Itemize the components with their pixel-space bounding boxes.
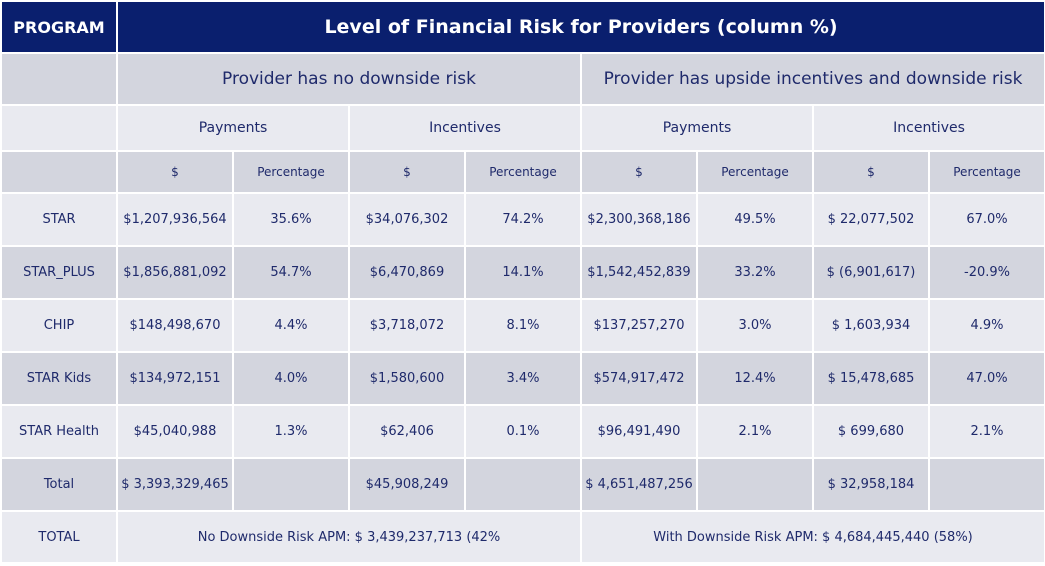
table-cell: 4.9% (930, 300, 1045, 351)
group-with-downside: Provider has upside incentives and downs… (582, 54, 1045, 104)
table-cell: $1,542,452,839 (582, 247, 696, 298)
table-cell: $ 4,651,487,256 (582, 459, 696, 510)
column-header: $ (118, 152, 232, 192)
subgroup-header: Payments (582, 106, 812, 150)
table-cell: $1,856,881,092 (118, 247, 232, 298)
table-row-total: TOTAL No Downside Risk APM: $ 3,439,237,… (2, 512, 1045, 562)
table-cell: $34,076,302 (350, 194, 464, 245)
table-cell: 2.1% (930, 406, 1045, 457)
table-cell: 2.1% (698, 406, 812, 457)
subgroup-header: Incentives (350, 106, 580, 150)
program-cell: STAR Kids (2, 353, 116, 404)
program-cell: Total (2, 459, 116, 510)
table-cell: 12.4% (698, 353, 812, 404)
table-cell: -20.9% (930, 247, 1045, 298)
table-cell: 47.0% (930, 353, 1045, 404)
table-cell: $ 3,393,329,465 (118, 459, 232, 510)
column-header: $ (350, 152, 464, 192)
table-cell: $ 22,077,502 (814, 194, 928, 245)
table-cell (466, 459, 580, 510)
table-cell: 35.6% (234, 194, 348, 245)
group-no-downside: Provider has no downside risk (118, 54, 580, 104)
program-header: PROGRAM (2, 2, 116, 52)
total-label: TOTAL (2, 512, 116, 562)
table-cell: 3.0% (698, 300, 812, 351)
table-row: STAR Kids $134,972,151 4.0% $1,580,600 3… (2, 353, 1045, 404)
table-cell: 1.3% (234, 406, 348, 457)
column-header: Percentage (466, 152, 580, 192)
table-row: CHIP $148,498,670 4.4% $3,718,072 8.1% $… (2, 300, 1045, 351)
column-header: Percentage (698, 152, 812, 192)
column-header: $ (814, 152, 928, 192)
subgroup-header: Payments (118, 106, 348, 150)
table-cell: $3,718,072 (350, 300, 464, 351)
table-row: STAR_PLUS $1,856,881,092 54.7% $6,470,86… (2, 247, 1045, 298)
table-cell (234, 459, 348, 510)
table-cell: 4.4% (234, 300, 348, 351)
table-cell: $ (6,901,617) (814, 247, 928, 298)
table-row: STAR $1,207,936,564 35.6% $34,076,302 74… (2, 194, 1045, 245)
empty-corner (2, 106, 116, 150)
table-row-subtotal: Total $ 3,393,329,465 $45,908,249 $ 4,65… (2, 459, 1045, 510)
table-cell: $96,491,490 (582, 406, 696, 457)
empty-corner (2, 54, 116, 104)
program-cell: STAR Health (2, 406, 116, 457)
table-cell: $1,207,936,564 (118, 194, 232, 245)
total-with-downside: With Downside Risk APM: $ 4,684,445,440 … (582, 512, 1045, 562)
table-cell: 8.1% (466, 300, 580, 351)
table-cell: $134,972,151 (118, 353, 232, 404)
table-cell: $ 15,478,685 (814, 353, 928, 404)
table-cell: 14.1% (466, 247, 580, 298)
program-cell: STAR (2, 194, 116, 245)
table-cell: $2,300,368,186 (582, 194, 696, 245)
table-cell: 33.2% (698, 247, 812, 298)
table-cell: $6,470,869 (350, 247, 464, 298)
table-cell: $1,580,600 (350, 353, 464, 404)
table-cell: $ 699,680 (814, 406, 928, 457)
table-row: STAR Health $45,040,988 1.3% $62,406 0.1… (2, 406, 1045, 457)
table-cell: 49.5% (698, 194, 812, 245)
table-cell: 4.0% (234, 353, 348, 404)
table-cell: 67.0% (930, 194, 1045, 245)
table-title: Level of Financial Risk for Providers (c… (118, 2, 1045, 52)
table-cell: $45,908,249 (350, 459, 464, 510)
table-cell: $62,406 (350, 406, 464, 457)
subgroup-header: Incentives (814, 106, 1045, 150)
table-cell (930, 459, 1045, 510)
table-cell: $ 32,958,184 (814, 459, 928, 510)
table-cell: $137,257,270 (582, 300, 696, 351)
table-cell: 74.2% (466, 194, 580, 245)
table-cell: 54.7% (234, 247, 348, 298)
table-cell: $ 1,603,934 (814, 300, 928, 351)
total-no-downside: No Downside Risk APM: $ 3,439,237,713 (4… (118, 512, 580, 562)
table-cell: $574,917,472 (582, 353, 696, 404)
table-cell: $45,040,988 (118, 406, 232, 457)
column-header: Percentage (234, 152, 348, 192)
empty-corner (2, 152, 116, 192)
program-cell: STAR_PLUS (2, 247, 116, 298)
program-cell: CHIP (2, 300, 116, 351)
table-cell: 3.4% (466, 353, 580, 404)
table-cell: 0.1% (466, 406, 580, 457)
column-header: Percentage (930, 152, 1045, 192)
table-cell (698, 459, 812, 510)
column-header: $ (582, 152, 696, 192)
table-cell: $148,498,670 (118, 300, 232, 351)
